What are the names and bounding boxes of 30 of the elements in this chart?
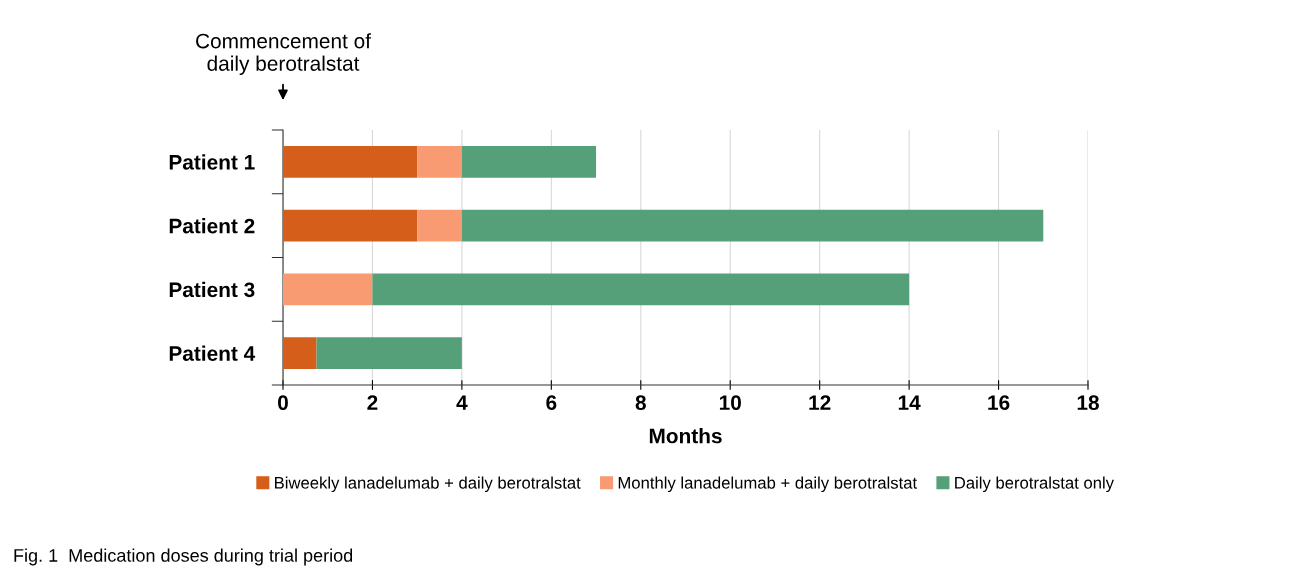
legend-label: Monthly lanadelumab + daily berotralstat — [618, 476, 917, 493]
bar — [283, 337, 317, 370]
x-tick-label: 8 — [635, 395, 646, 411]
bar — [461, 209, 1044, 242]
bar — [417, 209, 462, 242]
y-tick-label: Patient 2 — [169, 218, 255, 234]
bar — [316, 337, 462, 370]
bar — [283, 209, 418, 242]
x-tick-label: 12 — [809, 395, 831, 410]
x-tick-label: 4 — [456, 395, 468, 410]
y-tick-label: Patient 3 — [169, 281, 255, 298]
bar — [372, 273, 910, 306]
bar — [283, 273, 373, 306]
bar — [461, 145, 597, 178]
caption: Fig. 1 Medication doses during trial period — [14, 548, 353, 566]
x-tick-label: 14 — [898, 395, 921, 410]
y-tick-label: Patient 1 — [169, 154, 255, 170]
x-tick-label: 18 — [1077, 395, 1099, 411]
x-axis-title: Months — [649, 428, 722, 444]
bar — [417, 145, 462, 178]
x-tick-label: 10 — [719, 395, 741, 411]
x-tick-label: 2 — [367, 395, 378, 410]
text: Commencement of daily berotralstat — [196, 33, 372, 75]
x-tick-label: 6 — [546, 395, 557, 411]
x-tick-label: 16 — [988, 395, 1010, 411]
bar — [283, 145, 418, 178]
legend-label: Biweekly lanadelumab + daily berotralstat — [275, 476, 581, 493]
legend-label: Daily berotralstat only — [955, 476, 1114, 493]
y-tick-label: Patient 4 — [169, 345, 256, 361]
x-tick-label: 0 — [278, 395, 288, 411]
